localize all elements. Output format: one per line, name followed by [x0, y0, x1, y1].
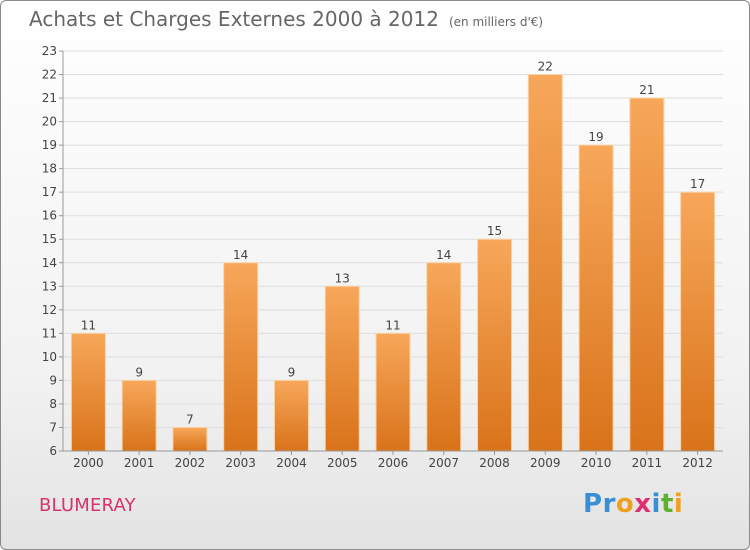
x-tick-label: 2012	[682, 456, 713, 470]
data-label: 14	[233, 248, 248, 262]
x-tick-label: 2000	[73, 456, 104, 470]
x-tick-label: 2003	[225, 456, 256, 470]
bar	[426, 262, 462, 452]
commune-name: BLUMERAY	[39, 495, 136, 516]
y-tick-label: 9	[49, 373, 57, 387]
y-tick-label: 20	[42, 115, 57, 129]
y-tick-label: 13	[42, 279, 57, 293]
proxiti-logo[interactable]: Proxiti	[583, 489, 683, 519]
x-tick-label: 2010	[581, 456, 612, 470]
logo-letter: x	[634, 489, 652, 519]
logo-letter: P	[583, 489, 603, 519]
x-tick-label: 2009	[530, 456, 561, 470]
logo-letter: i	[673, 489, 684, 519]
data-label: 13	[335, 271, 350, 285]
x-tick-label: 2007	[428, 456, 459, 470]
data-label: 11	[81, 318, 96, 332]
bar	[121, 379, 157, 452]
data-label: 7	[186, 412, 194, 426]
x-tick-label: 2001	[124, 456, 155, 470]
y-tick-label: 14	[42, 256, 57, 270]
data-label: 14	[436, 248, 451, 262]
data-label: 9	[135, 365, 143, 379]
y-tick-label: 11	[42, 326, 57, 340]
y-tick-label: 16	[42, 209, 57, 223]
bars: 11 9 7 14 9 13 11 14 15 22 19 21 17	[70, 60, 716, 452]
bar	[680, 191, 716, 452]
y-tick-label: 23	[42, 44, 57, 58]
bar	[527, 74, 563, 452]
bar	[70, 332, 106, 452]
logo-letter: o	[615, 489, 635, 519]
bar	[375, 332, 411, 452]
y-tick-label: 18	[42, 162, 57, 176]
data-label: 22	[538, 60, 553, 74]
data-label: 9	[288, 365, 296, 379]
bar	[477, 238, 513, 452]
data-label: 21	[639, 83, 654, 97]
data-label: 11	[385, 318, 400, 332]
y-tick-label: 22	[42, 68, 57, 82]
data-label: 17	[690, 177, 705, 191]
y-tick-label: 8	[49, 397, 57, 411]
y-tick-label: 17	[42, 185, 57, 199]
x-tick-label: 2006	[378, 456, 409, 470]
logo-letter: i	[651, 489, 661, 519]
title-unit: (en milliers d'€)	[448, 15, 544, 29]
bar	[629, 97, 665, 452]
y-tick-label: 10	[42, 350, 57, 364]
y-tick-label: 6	[49, 444, 57, 458]
y-tick-label: 7	[49, 420, 57, 434]
data-label: 15	[487, 224, 502, 238]
bar	[578, 144, 614, 452]
bar	[273, 379, 309, 452]
x-tick-label: 2004	[276, 456, 307, 470]
y-tick-label: 12	[42, 303, 57, 317]
bar	[172, 426, 208, 452]
y-axis: 6 7 8 9 10 11 12 13 14 15 16 17 18 19 20 21 22 23	[42, 44, 64, 458]
x-tick-label: 2008	[479, 456, 510, 470]
x-tick-label: 2005	[327, 456, 358, 470]
bar	[324, 285, 360, 452]
data-label: 19	[588, 130, 603, 144]
x-axis: 2000 2001 2002 2003 2004 2005 2006 2007 2008 2009…	[63, 450, 723, 470]
logo-letter: t	[660, 489, 674, 519]
x-tick-label: 2011	[632, 456, 663, 470]
chart-title: Achats et Charges Externes 2000 à 2012 (e…	[29, 7, 543, 31]
y-tick-label: 21	[42, 91, 57, 105]
x-tick-label: 2002	[175, 456, 206, 470]
y-tick-label: 19	[42, 138, 57, 152]
title-text: Achats et Charges Externes 2000 à 2012	[29, 7, 439, 31]
bar	[223, 262, 259, 452]
logo-letter: r	[602, 489, 616, 519]
y-tick-label: 15	[42, 232, 57, 246]
